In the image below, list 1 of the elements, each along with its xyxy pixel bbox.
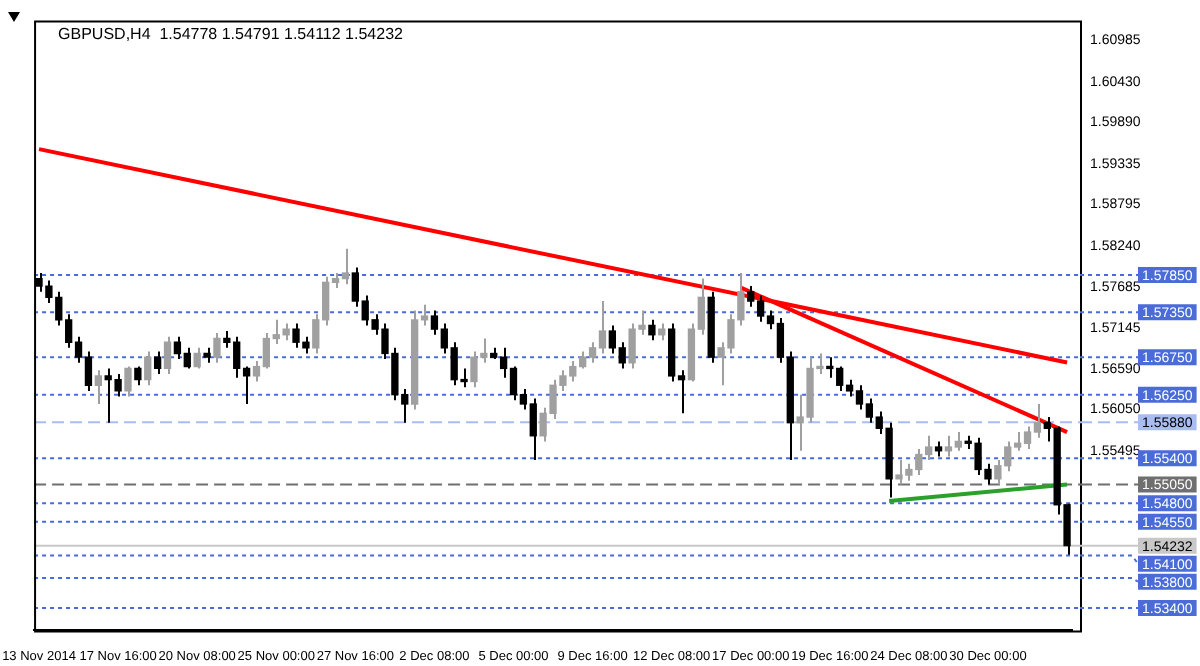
chart-title: GBPUSD,H4 1.54778 1.54791 1.54112 1.54232: [58, 24, 405, 43]
